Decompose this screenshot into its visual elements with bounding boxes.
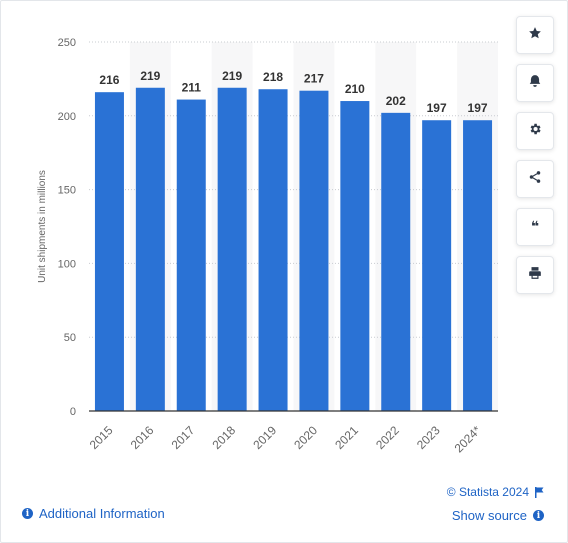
bar[interactable]: [135, 87, 165, 412]
info-icon: i: [533, 510, 544, 521]
x-tick-label: 2015: [87, 423, 116, 452]
star-icon: [528, 26, 542, 45]
data-label: 197: [427, 101, 447, 115]
x-tick-label: 2021: [332, 423, 361, 452]
x-tick-label: 2016: [128, 423, 157, 452]
bell-icon: [528, 74, 542, 93]
additional-information-link[interactable]: i Additional Information: [22, 506, 165, 521]
data-label: 216: [99, 73, 119, 87]
x-tick-label: 2022: [373, 423, 402, 452]
settings-button[interactable]: [516, 112, 554, 150]
print-icon: [528, 266, 542, 285]
cite-button[interactable]: ❝: [516, 208, 554, 246]
copyright-text: © Statista 2024: [446, 485, 529, 499]
data-label: 210: [345, 82, 365, 96]
bar[interactable]: [340, 101, 370, 411]
quote-icon: ❝: [530, 219, 540, 235]
side-toolbar: ❝: [516, 16, 554, 304]
data-label: 218: [263, 70, 283, 84]
y-tick-label: 50: [64, 332, 76, 344]
x-tick-label: 2017: [169, 423, 198, 452]
x-tick-label: 2018: [209, 423, 238, 452]
info-icon: i: [22, 508, 33, 519]
bar[interactable]: [94, 92, 124, 412]
bar[interactable]: [258, 89, 288, 412]
y-tick-label: 100: [58, 258, 76, 270]
y-tick-label: 200: [58, 111, 76, 123]
bar[interactable]: [463, 120, 493, 411]
show-source-link[interactable]: Show source i: [452, 508, 544, 523]
bar[interactable]: [299, 90, 329, 411]
flag-icon: [535, 486, 544, 498]
bar[interactable]: [422, 120, 452, 411]
x-tick-label: 2024*: [452, 423, 484, 455]
show-source-label: Show source: [451, 508, 527, 523]
bar[interactable]: [381, 112, 411, 412]
bar[interactable]: [217, 87, 247, 412]
share-button[interactable]: [516, 160, 554, 198]
y-tick-label: 250: [58, 37, 76, 49]
x-tick-label: 2020: [291, 423, 320, 452]
data-label: 217: [304, 72, 324, 86]
y-tick-label: 150: [58, 185, 76, 197]
bar[interactable]: [176, 99, 206, 412]
favorite-button[interactable]: [516, 16, 554, 54]
x-tick-label: 2023: [414, 423, 443, 452]
statista-copyright-link[interactable]: © Statista 2024: [447, 485, 544, 499]
data-label: 219: [140, 69, 160, 83]
notification-button[interactable]: [516, 64, 554, 102]
share-icon: [528, 170, 542, 189]
data-label: 211: [182, 81, 202, 95]
y-axis-label: Unit shipments in millions: [37, 170, 48, 283]
data-label: 219: [222, 69, 242, 83]
x-tick-label: 2019: [250, 423, 279, 452]
gear-icon: [528, 122, 542, 141]
data-label: 197: [468, 101, 488, 115]
data-label: 202: [386, 94, 406, 108]
print-button[interactable]: [516, 256, 554, 294]
y-tick-label: 0: [70, 406, 76, 418]
additional-information-label: Additional Information: [39, 506, 165, 521]
